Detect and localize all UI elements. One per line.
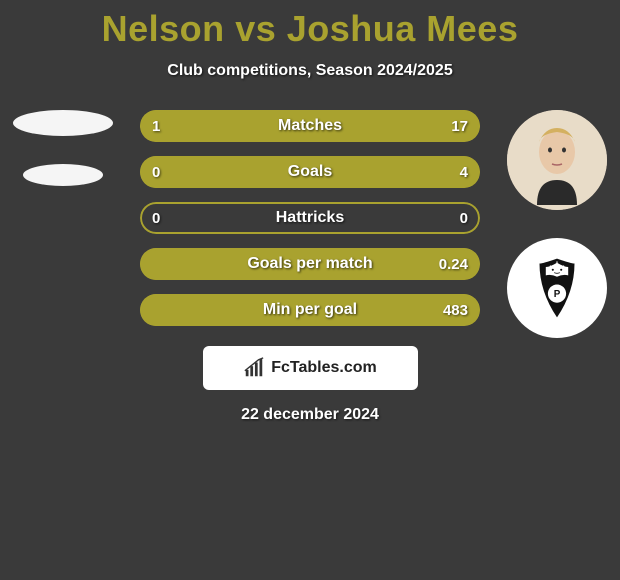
bar-label: Goals [140,163,480,181]
date-text: 22 december 2024 [0,406,620,424]
footer-logo: FcTables.com [203,346,418,390]
player1-placeholder-icon [13,110,113,136]
bar-label: Hattricks [140,209,480,227]
right-avatars: P [502,110,612,338]
stat-bar: 483Min per goal [140,294,480,326]
title-player2: Joshua Mees [287,8,519,49]
stat-bar: 04Goals [140,156,480,188]
bar-label: Min per goal [140,301,480,319]
club1-placeholder-icon [23,164,103,186]
comparison-content: P 117Matches 04Goals 00Hattricks 0.24Goals … [0,110,620,326]
title-vs: vs [235,8,276,49]
bar-label: Matches [140,117,480,135]
stat-bars: 117Matches 04Goals 00Hattricks 0.24Goals pe… [140,110,480,326]
subtitle: Club competitions, Season 2024/2025 [0,62,620,80]
comparison-title: Nelson vs Joshua Mees [0,0,620,50]
footer-logo-text: FcTables.com [271,359,377,377]
stat-bar: 0.24Goals per match [140,248,480,280]
club2-logo-icon: P [507,238,607,338]
stat-bar: 117Matches [140,110,480,142]
chart-icon [243,357,265,379]
stat-bar: 00Hattricks [140,202,480,234]
svg-text:P: P [554,289,561,300]
bar-label: Goals per match [140,255,480,273]
player2-photo-icon [507,110,607,210]
left-avatars [8,110,118,186]
title-player1: Nelson [102,8,225,49]
